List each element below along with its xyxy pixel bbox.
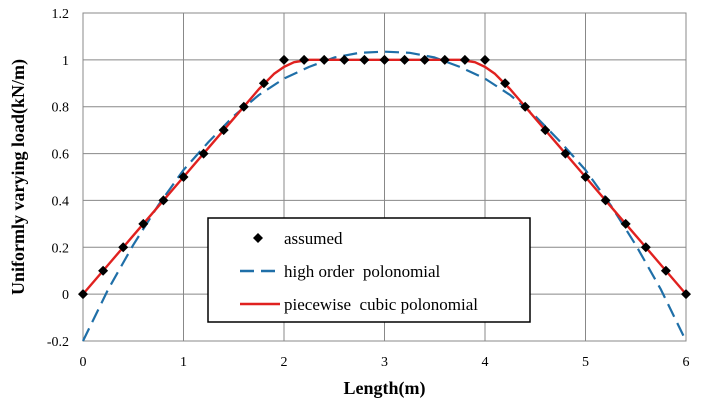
y-tick-label: -0.2 (47, 335, 69, 350)
y-tick-labels: -0.2 0 0.2 0.4 0.6 0.8 1 1.2 (47, 7, 69, 350)
data-point (78, 289, 88, 300)
y-tick-label: 0.4 (52, 194, 70, 209)
legend: assumed high order polonomial piecewise cu… (207, 217, 531, 323)
legend-entry: high order polonomial (240, 262, 441, 281)
y-tick-label: 0.8 (52, 101, 70, 116)
data-point (480, 54, 490, 65)
series-high-order-line (82, 50, 687, 342)
data-point (580, 172, 591, 182)
data-point (339, 54, 350, 65)
x-tick-label: 1 (180, 355, 187, 370)
data-point (500, 78, 511, 89)
data-point (560, 148, 571, 159)
data-point (660, 265, 671, 276)
data-point (319, 54, 330, 65)
data-point (98, 265, 109, 276)
x-axis-title: Length(m) (344, 378, 426, 399)
y-tick-label: 0.2 (52, 241, 70, 256)
data-point (279, 54, 289, 65)
series-assumed-markers (78, 54, 691, 300)
data-point (439, 54, 450, 65)
x-tick-label: 3 (381, 355, 388, 370)
data-point (258, 78, 269, 89)
data-point (459, 54, 470, 65)
data-point (178, 172, 189, 182)
data-point (640, 242, 651, 253)
legend-entry: piecewise cubic polonomial (240, 295, 478, 314)
data-point (198, 148, 209, 159)
data-point (681, 289, 691, 300)
y-axis-title: Uniformly varying load(kN/m) (8, 59, 29, 295)
legend-label: high order polonomial (284, 262, 441, 281)
x-tick-label: 2 (281, 355, 288, 370)
legend-items: assumed high order polonomial piecewise cu… (240, 229, 478, 314)
x-tick-label: 4 (482, 355, 489, 370)
x-tick-label: 5 (582, 355, 589, 370)
data-point (299, 54, 310, 65)
data-point (138, 218, 149, 229)
data-point (359, 54, 370, 65)
y-tick-label: 0 (62, 288, 69, 303)
data-point (540, 125, 551, 136)
legend-entry: assumed (253, 229, 343, 248)
data-point (118, 242, 129, 253)
y-tick-label: 0.6 (52, 148, 70, 163)
data-point (218, 125, 229, 136)
data-point (620, 218, 631, 229)
plot-border (82, 12, 687, 342)
y-tick-label: 1.2 (52, 7, 70, 22)
data-point (419, 54, 430, 65)
x-tick-label: 0 (80, 355, 87, 370)
legend-label: piecewise cubic polonomial (284, 295, 478, 314)
y-tick-label: 1 (62, 54, 69, 69)
data-point (379, 54, 390, 65)
data-point (520, 101, 531, 112)
x-tick-labels: 0 1 2 3 4 5 6 (80, 355, 690, 370)
data-point (600, 195, 611, 206)
data-point (399, 54, 410, 65)
data-point (238, 101, 249, 112)
x-tick-label: 6 (683, 355, 690, 370)
legend-label: assumed (284, 229, 343, 248)
series-layer (78, 50, 691, 342)
legend-marker-diamond (253, 233, 263, 243)
data-point (158, 195, 169, 206)
